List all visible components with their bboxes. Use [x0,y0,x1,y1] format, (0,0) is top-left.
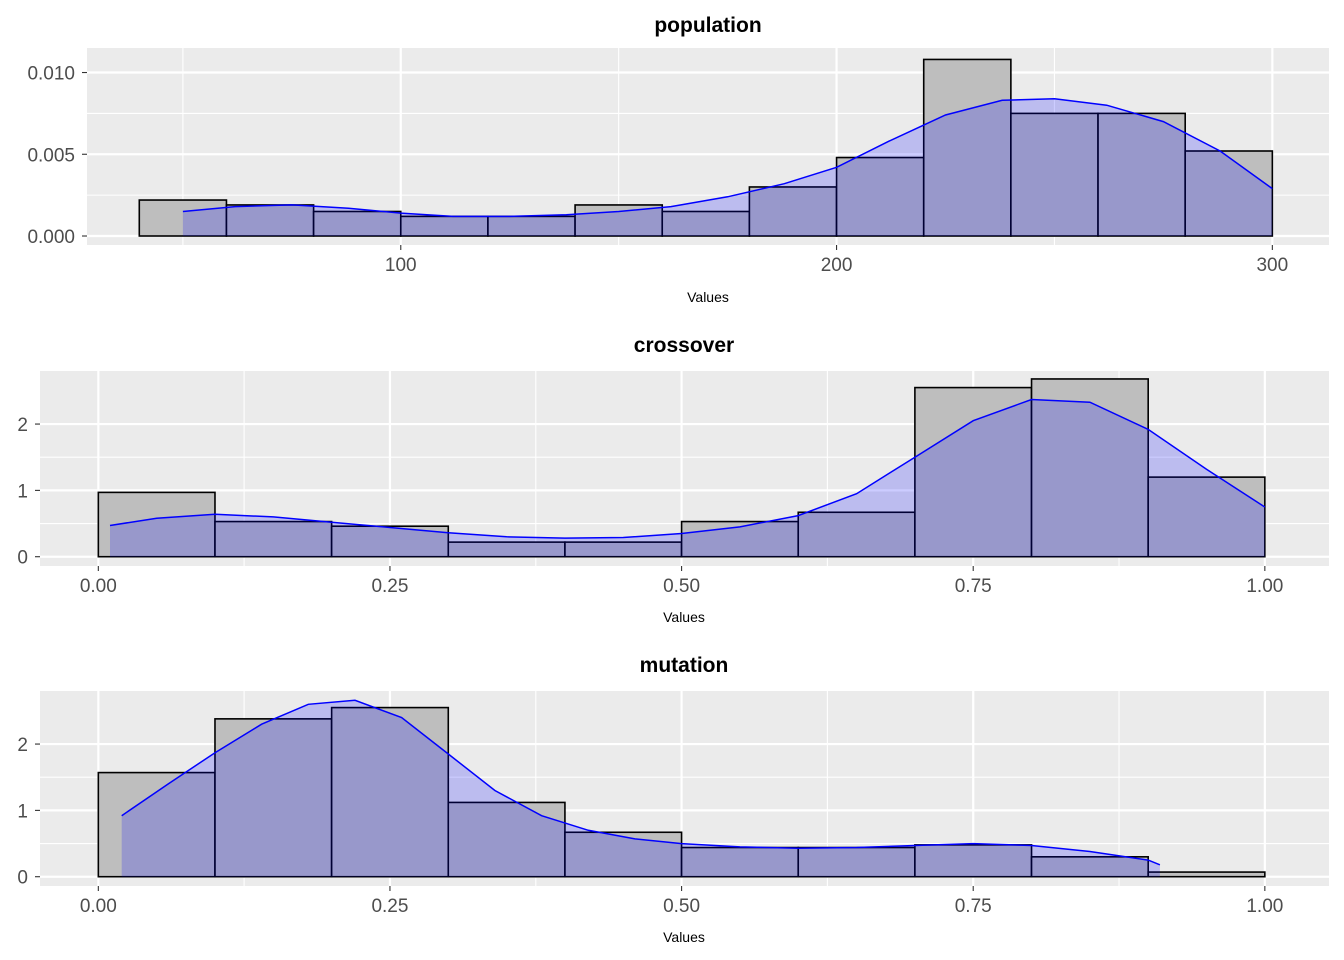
x-axis-title: Values [687,289,729,305]
density-area [121,700,1160,877]
x-tick-label: 300 [1256,255,1288,276]
x-tick-label: 0.25 [371,576,408,597]
histogram-bar [1184,150,1274,237]
plot-layer: 100 200 300 0.000 0.005 0.010 [27,48,1329,276]
density-line [121,699,1161,866]
histogram-bar [447,801,566,878]
y-tick-label: 1 [17,801,28,822]
panel-title: crossover [634,334,734,357]
x-tick-label: 1.00 [1246,896,1283,917]
panel-title: mutation [640,654,729,677]
mutation-panel: 0.00 0.25 0.50 0.75 1.00 0 1 2 mutation Values [17,654,1329,945]
plot-layer: 0.00 0.25 0.50 0.75 1.00 0 1 2 [17,691,1329,917]
y-tick-label: 2 [17,415,28,436]
y-tick-label: 0.000 [27,227,75,248]
y-tick-label: 0.005 [27,145,75,166]
y-tick-label: 2 [17,735,28,756]
x-tick-label: 200 [821,255,853,276]
histogram-bar [914,844,1033,878]
x-tick-label: 0.50 [663,576,700,597]
histogram-bar [1147,871,1266,878]
x-tick-label: 0.75 [955,896,992,917]
x-tick-label: 0.00 [80,576,117,597]
x-tick-label: 0.25 [371,896,408,917]
histogram-bar [214,718,333,878]
histogram-bar [214,520,333,558]
histogram-bar [1147,476,1266,558]
histogram-bar [1030,378,1149,558]
x-axis-title: Values [663,609,705,625]
histogram-bar [1097,112,1186,237]
y-tick-label: 0 [17,548,28,569]
plot-layer: 0.00 0.25 0.50 0.75 1.00 0 1 2 [17,371,1329,597]
crossover-panel: 0.00 0.25 0.50 0.75 1.00 0 1 2 crossover Values [17,334,1329,625]
density-area [182,98,1273,236]
y-tick-label: 0 [17,868,28,889]
x-tick-label: 0.50 [663,896,700,917]
population-panel: 100 200 300 0.000 0.005 0.010 population Valu… [27,14,1329,305]
density-line [182,97,1273,218]
histogram-bar [330,706,450,878]
x-tick-label: 0.00 [80,896,117,917]
histogram-bar [748,186,838,237]
histogram-bar [1030,856,1149,878]
histogram-bar [797,846,916,878]
histogram-bar [680,846,800,878]
histogram-bar [922,58,1012,237]
x-tick-label: 1.00 [1246,576,1283,597]
histogram-bar [1010,112,1099,237]
density-area [110,399,1265,557]
x-axis-title: Values [663,929,705,945]
x-tick-label: 0.75 [955,576,992,597]
histogram-bar [564,831,683,878]
density-line [109,398,1266,539]
y-tick-label: 1 [17,481,28,502]
y-tick-label: 0.010 [27,64,75,85]
panel-title: population [654,14,761,37]
x-tick-label: 100 [385,255,417,276]
